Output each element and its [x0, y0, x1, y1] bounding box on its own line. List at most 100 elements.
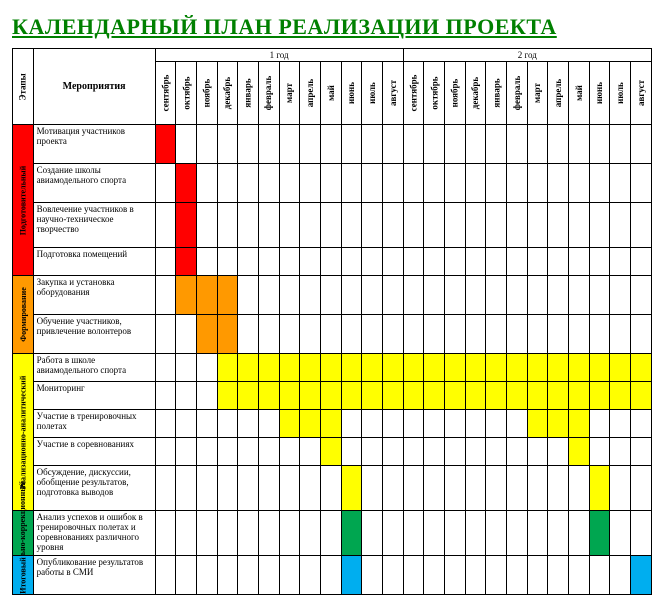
- gantt-cell: [465, 164, 486, 203]
- gantt-cell: [486, 382, 507, 410]
- gantt-cell: [155, 438, 176, 466]
- gantt-cell: [279, 410, 300, 438]
- gantt-cell: [506, 276, 527, 315]
- gantt-cell: [320, 203, 341, 248]
- gantt-cell: [155, 248, 176, 276]
- gantt-cell: [589, 382, 610, 410]
- gantt-cell: [527, 410, 548, 438]
- gantt-cell: [300, 164, 321, 203]
- gantt-cell: [424, 248, 445, 276]
- col-header-stage: Этапы: [13, 49, 34, 125]
- gantt-cell: [300, 438, 321, 466]
- task-cell: Обучение участников, привлечение волонте…: [33, 315, 155, 354]
- gantt-cell: [465, 248, 486, 276]
- gantt-cell: [382, 410, 403, 438]
- gantt-cell: [382, 315, 403, 354]
- gantt-cell: [217, 511, 238, 556]
- gantt-cell: [610, 556, 631, 595]
- gantt-cell: [568, 354, 589, 382]
- gantt-cell: [506, 315, 527, 354]
- gantt-cell: [217, 203, 238, 248]
- gantt-cell: [196, 438, 217, 466]
- gantt-cell: [403, 354, 424, 382]
- gantt-cell: [506, 248, 527, 276]
- gantt-cell: [527, 315, 548, 354]
- gantt-cell: [238, 315, 259, 354]
- gantt-cell: [630, 556, 651, 595]
- gantt-cell: [176, 354, 197, 382]
- gantt-cell: [444, 203, 465, 248]
- gantt-cell: [279, 125, 300, 164]
- gantt-cell: [217, 466, 238, 511]
- gantt-cell: [486, 315, 507, 354]
- gantt-cell: [155, 410, 176, 438]
- gantt-cell: [382, 276, 403, 315]
- gantt-cell: [424, 203, 445, 248]
- gantt-cell: [362, 466, 383, 511]
- gantt-cell: [382, 354, 403, 382]
- gantt-cell: [610, 248, 631, 276]
- gantt-cell: [527, 125, 548, 164]
- gantt-cell: [217, 438, 238, 466]
- stage-cell-s1: Подготовительный: [13, 125, 34, 276]
- gantt-cell: [279, 438, 300, 466]
- gantt-cell: [589, 164, 610, 203]
- gantt-cell: [362, 203, 383, 248]
- col-header-year2: 2 год: [403, 49, 651, 62]
- gantt-cell: [444, 556, 465, 595]
- gantt-cell: [465, 125, 486, 164]
- gantt-cell: [238, 438, 259, 466]
- col-header-month: июнь: [341, 62, 362, 125]
- gantt-cell: [155, 382, 176, 410]
- gantt-cell: [341, 466, 362, 511]
- gantt-cell: [279, 466, 300, 511]
- gantt-cell: [300, 248, 321, 276]
- gantt-cell: [382, 511, 403, 556]
- gantt-cell: [444, 248, 465, 276]
- gantt-cell: [589, 466, 610, 511]
- gantt-cell: [196, 164, 217, 203]
- gantt-cell: [568, 276, 589, 315]
- gantt-cell: [506, 511, 527, 556]
- gantt-cell: [527, 466, 548, 511]
- gantt-table: Этапы Мероприятия 1 год 2 год сентябрьок…: [12, 48, 652, 595]
- gantt-cell: [320, 315, 341, 354]
- gantt-cell: [320, 125, 341, 164]
- gantt-cell: [403, 315, 424, 354]
- gantt-cell: [382, 466, 403, 511]
- task-cell: Участие в соревнованиях: [33, 438, 155, 466]
- gantt-cell: [258, 125, 279, 164]
- gantt-cell: [548, 354, 569, 382]
- gantt-cell: [424, 438, 445, 466]
- col-header-month: февраль: [258, 62, 279, 125]
- gantt-cell: [238, 276, 259, 315]
- col-header-month: февраль: [506, 62, 527, 125]
- task-cell: Закупка и установка оборудования: [33, 276, 155, 315]
- gantt-cell: [217, 125, 238, 164]
- gantt-cell: [341, 203, 362, 248]
- gantt-cell: [196, 276, 217, 315]
- gantt-cell: [568, 315, 589, 354]
- gantt-cell: [362, 248, 383, 276]
- gantt-cell: [548, 466, 569, 511]
- gantt-cell: [362, 438, 383, 466]
- gantt-cell: [444, 354, 465, 382]
- gantt-cell: [506, 125, 527, 164]
- gantt-cell: [486, 410, 507, 438]
- gantt-cell: [610, 438, 631, 466]
- gantt-cell: [589, 556, 610, 595]
- gantt-cell: [217, 164, 238, 203]
- gantt-cell: [258, 438, 279, 466]
- table-row: Обсуждение, дискуссии, обобщение результ…: [13, 466, 652, 511]
- gantt-cell: [258, 354, 279, 382]
- gantt-cell: [568, 556, 589, 595]
- gantt-cell: [217, 248, 238, 276]
- gantt-cell: [527, 203, 548, 248]
- col-header-month: январь: [486, 62, 507, 125]
- gantt-cell: [382, 382, 403, 410]
- gantt-cell: [403, 164, 424, 203]
- task-cell: Работа в школе авиамодельного спорта: [33, 354, 155, 382]
- task-cell: Мониторинг: [33, 382, 155, 410]
- gantt-cell: [382, 203, 403, 248]
- gantt-cell: [548, 164, 569, 203]
